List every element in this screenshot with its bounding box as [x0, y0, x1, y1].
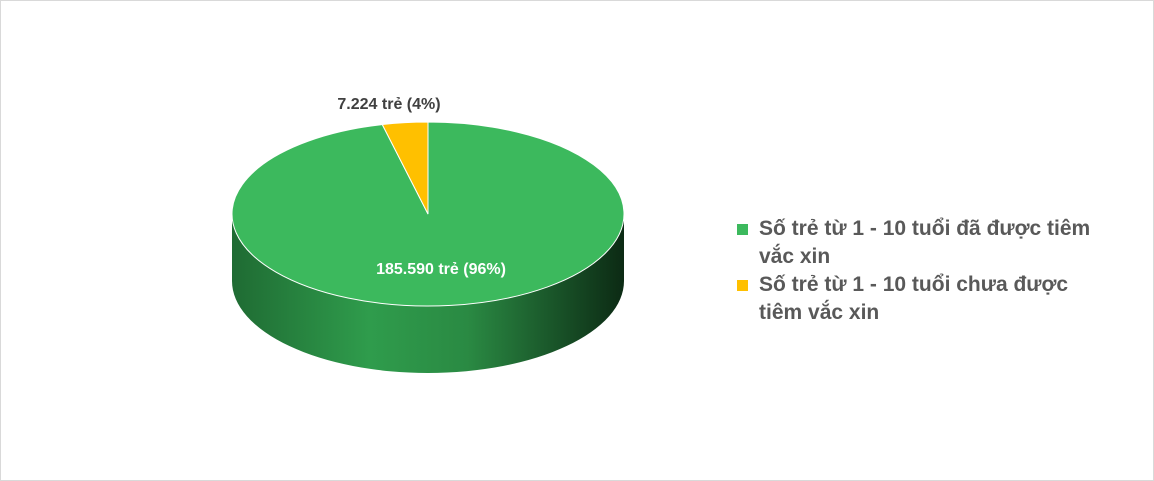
pie-side: [232, 214, 624, 373]
legend-item: Số trẻ từ 1 - 10 tuổi chưa được tiêm vắc…: [737, 271, 1117, 327]
legend: Số trẻ từ 1 - 10 tuổi đã được tiêm vắc x…: [737, 215, 1117, 327]
legend-swatch: [737, 280, 748, 291]
data-label: 185.590 trẻ (96%): [376, 261, 506, 278]
legend-label: Số trẻ từ 1 - 10 tuổi chưa được tiêm vắc…: [759, 273, 1069, 324]
legend-item: Số trẻ từ 1 - 10 tuổi đã được tiêm vắc x…: [737, 215, 1117, 271]
pie-slice: [381, 121, 429, 215]
data-label: 7.224 trẻ (4%): [337, 96, 440, 113]
legend-label: Số trẻ từ 1 - 10 tuổi đã được tiêm vắc x…: [759, 217, 1091, 268]
legend-swatch: [737, 224, 748, 235]
